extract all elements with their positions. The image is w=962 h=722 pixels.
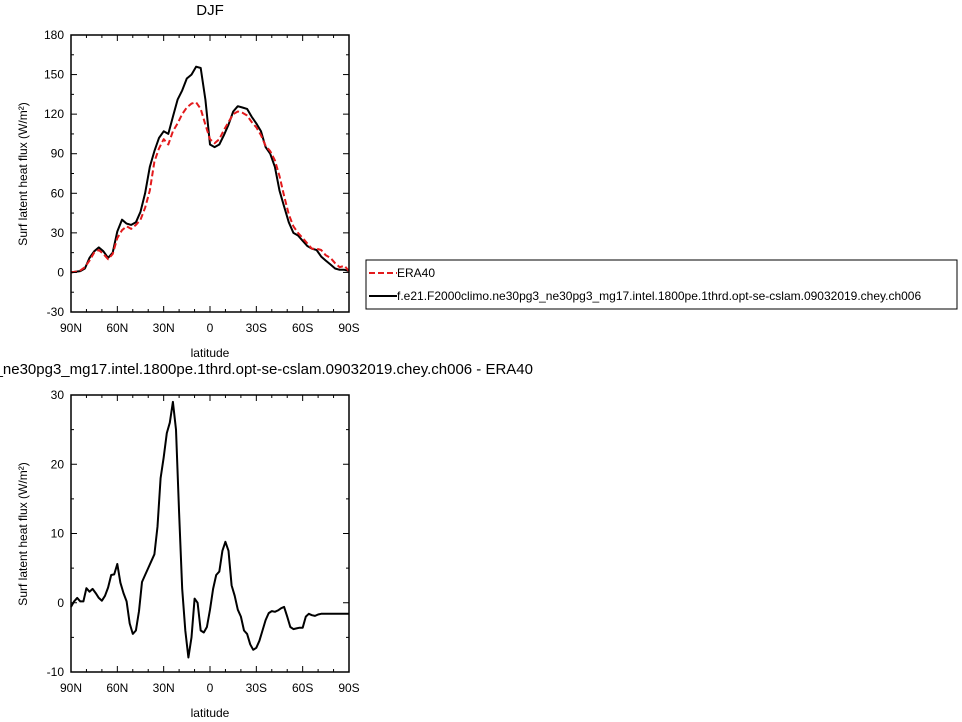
panel-title: f.e21.F2000climo.ne30pg3_ne30pg3_mg17.in… (0, 361, 533, 378)
x-tick-label: 60N (106, 681, 128, 695)
x-tick-label: 60S (292, 321, 313, 335)
y-tick-label: 60 (51, 186, 65, 200)
y-tick-label: 30 (51, 388, 65, 402)
x-tick-label: 90N (60, 681, 82, 695)
series-line-model (70, 400, 349, 659)
x-tick-label: 90N (60, 321, 82, 335)
y-axis-title: Surf latent heat flux (W/m²) (16, 102, 30, 245)
legend-label-model: f.e21.F2000climo.ne30pg3_ne30pg3_mg17.in… (397, 289, 921, 303)
y-axis-title: Surf latent heat flux (W/m²) (16, 462, 30, 605)
y-tick-label: 20 (51, 457, 65, 471)
y-axis: -30 0 30 60 90 120 150 180 (44, 28, 349, 319)
y-tick-label: 90 (51, 147, 65, 161)
x-axis-title: latitude (191, 346, 230, 360)
x-tick-label: 30S (246, 681, 267, 695)
legend-box (365, 259, 958, 310)
y-tick-label: 150 (44, 68, 64, 82)
x-tick-label: 30N (153, 321, 175, 335)
x-tick-label: 90S (338, 321, 359, 335)
x-tick-label: 30N (153, 681, 175, 695)
x-axis: 90N 60N 30N 0 30S 60S 90S (60, 35, 360, 335)
climatology-plot-area (70, 65, 350, 274)
y-tick-label: -10 (47, 665, 65, 679)
y-tick-label: 30 (51, 226, 65, 240)
series-line-model (70, 65, 350, 274)
legend-label-era40: ERA40 (397, 266, 435, 280)
y-tick-label: 10 (51, 527, 65, 541)
plot-frame (70, 34, 350, 313)
x-tick-label: 30S (246, 321, 267, 335)
x-tick-label: 0 (207, 321, 214, 335)
y-tick-label: 0 (57, 596, 64, 610)
x-tick-label: 90S (338, 681, 359, 695)
plot-frame (70, 394, 350, 673)
y-tick-label: -30 (47, 305, 65, 319)
y-tick-label: 120 (44, 107, 64, 121)
legend: ERA40 f.e21.F2000climo.ne30pg3_ne30pg3_m… (365, 259, 958, 310)
y-tick-label: 0 (57, 265, 64, 279)
difference-panel: f.e21.F2000climo.ne30pg3_ne30pg3_mg17.in… (0, 361, 533, 720)
y-tick-label: 180 (44, 28, 64, 42)
x-tick-label: 0 (207, 681, 214, 695)
difference-plot-area (70, 400, 349, 659)
series-line-era40 (70, 101, 350, 274)
x-axis: 90N 60N 30N 0 30S 60S 90S (60, 395, 360, 695)
x-tick-label: 60N (106, 321, 128, 335)
x-axis-title: latitude (191, 706, 230, 720)
y-axis: -10 0 10 20 30 (47, 388, 349, 679)
panel-title: DJF (196, 2, 224, 19)
climatology-panel: DJF -30 0 30 60 90 120 150 180 90N 60N 30N 0 30S 60S… (16, 2, 360, 360)
x-tick-label: 60S (292, 681, 313, 695)
